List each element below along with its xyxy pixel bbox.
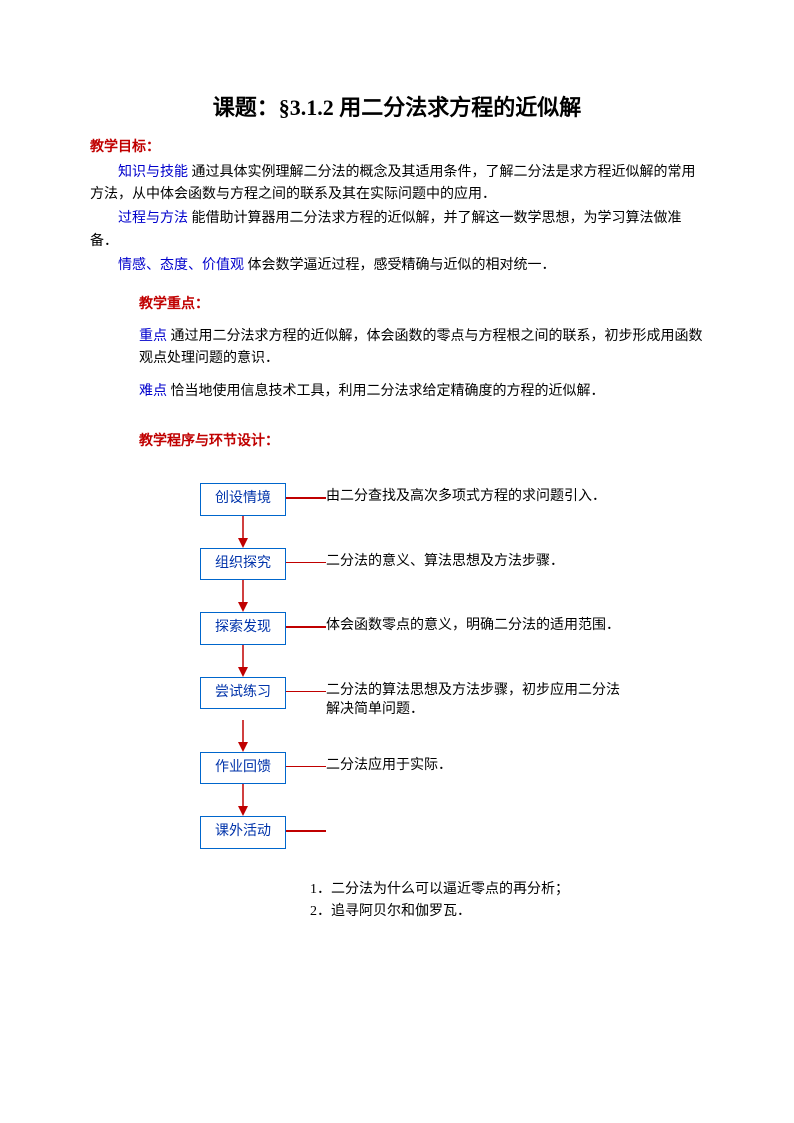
flow-connector — [286, 691, 326, 693]
flow-arrow — [200, 784, 286, 816]
arrow-down-icon — [236, 580, 250, 612]
flow-connector — [286, 497, 326, 499]
flow-arrow — [200, 720, 286, 752]
flow-box: 探索发现 — [200, 612, 286, 644]
flow-desc: 由二分查找及高次多项式方程的求问题引入． — [326, 487, 606, 507]
key-text: 通过用二分法求方程的近似解，体会函数的零点与方程根之间的联系，初步形成用函数观点… — [139, 329, 703, 366]
flow-arrow — [200, 516, 286, 548]
goals-header: 教学目标： — [90, 137, 704, 159]
flow-box: 创设情境 — [200, 483, 286, 515]
flow-desc: 体会函数零点的意义，明确二分法的适用范围． — [326, 616, 620, 636]
flow-box: 尝试练习 — [200, 677, 286, 709]
arrow-down-icon — [236, 516, 250, 548]
keypoint-main: 重点 通过用二分法求方程的近似解，体会函数的零点与方程根之间的联系，初步形成用函… — [139, 326, 704, 371]
emotion-label: 情感、态度、价值观 — [118, 258, 244, 273]
flow-arrow — [200, 580, 286, 612]
diff-text: 恰当地使用信息技术工具，利用二分法求给定精确度的方程的近似解． — [167, 384, 605, 399]
flow-row: 创设情境 由二分查找及高次多项式方程的求问题引入． — [200, 483, 704, 515]
flow-arrow — [200, 645, 286, 677]
procedure-header-text: 教学程序与环节设计： — [139, 434, 279, 449]
flow-row: 尝试练习 二分法的算法思想及方法步骤，初步应用二分法解决简单问题． — [200, 677, 704, 720]
flow-row: 探索发现 体会函数零点的意义，明确二分法的适用范围． — [200, 612, 704, 644]
flow-desc: 二分法应用于实际． — [326, 756, 452, 776]
knowledge-label: 知识与技能 — [118, 165, 188, 180]
footnote-1: 1．二分法为什么可以逼近零点的再分析； — [310, 879, 704, 901]
keypoints-header-text: 教学重点： — [139, 297, 209, 312]
footnotes: 1．二分法为什么可以逼近零点的再分析； 2．追寻阿贝尔和伽罗瓦． — [310, 879, 704, 924]
flow-desc: 二分法的算法思想及方法步骤，初步应用二分法解决简单问题． — [326, 681, 626, 720]
flow-connector — [286, 626, 326, 628]
goal-process: 过程与方法 能借助计算器用二分法求方程的近似解，并了解这一数学思想，为学习算法做… — [90, 208, 704, 253]
diff-label: 难点 — [139, 384, 167, 399]
goal-emotion: 情感、态度、价值观 体会数学逼近过程，感受精确与近似的相对统一． — [90, 255, 704, 277]
page-title: 课题：§3.1.2 用二分法求方程的近似解 — [90, 90, 704, 125]
arrow-down-icon — [236, 720, 250, 752]
keypoints-header: 教学重点： — [139, 294, 704, 316]
keypoint-difficulty: 难点 恰当地使用信息技术工具，利用二分法求给定精确度的方程的近似解． — [139, 381, 704, 403]
flow-box: 作业回馈 — [200, 752, 286, 784]
flow-row: 课外活动 — [200, 816, 704, 848]
arrow-down-icon — [236, 784, 250, 816]
process-label: 过程与方法 — [118, 211, 188, 226]
flow-box: 组织探究 — [200, 548, 286, 580]
flow-row: 组织探究 二分法的意义、算法思想及方法步骤． — [200, 548, 704, 580]
goals-header-text: 教学目标： — [90, 140, 160, 155]
arrow-down-icon — [236, 645, 250, 677]
flow-desc: 二分法的意义、算法思想及方法步骤． — [326, 552, 564, 572]
flow-connector — [286, 766, 326, 768]
flow-box: 课外活动 — [200, 816, 286, 848]
flow-connector — [286, 562, 326, 564]
footnote-2: 2．追寻阿贝尔和伽罗瓦． — [310, 901, 704, 923]
goal-knowledge: 知识与技能 通过具体实例理解二分法的概念及其适用条件，了解二分法是求方程近似解的… — [90, 162, 704, 207]
procedure-header: 教学程序与环节设计： — [139, 431, 704, 453]
flow-row: 作业回馈 二分法应用于实际． — [200, 752, 704, 784]
key-label: 重点 — [139, 329, 167, 344]
emotion-text: 体会数学逼近过程，感受精确与近似的相对统一． — [244, 258, 556, 273]
flow-connector — [286, 830, 326, 832]
flowchart: 创设情境 由二分查找及高次多项式方程的求问题引入． 组织探究 二分法的意义、算法思想及… — [200, 483, 704, 848]
